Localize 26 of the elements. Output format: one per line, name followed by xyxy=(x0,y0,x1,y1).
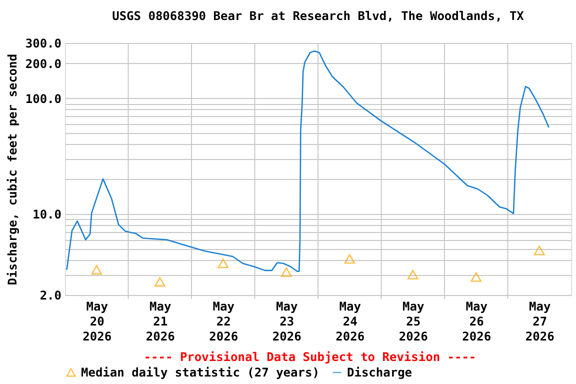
point xyxy=(534,246,545,256)
legend-label: Discharge xyxy=(347,366,412,380)
x-tick-label: May 20 2026 xyxy=(82,300,112,344)
point xyxy=(218,258,229,268)
x-tick-label: May 27 2026 xyxy=(525,300,554,344)
point xyxy=(91,265,102,275)
x-tick-label: May 24 2026 xyxy=(336,300,365,344)
point xyxy=(280,267,292,277)
point xyxy=(470,272,482,282)
legend-label: Median daily statistic (27 years) xyxy=(81,365,320,380)
chart-title: USGS 08068390 Bear Br at Research Blvd, The Woodlands, TX xyxy=(112,9,525,23)
y-axis-title: Discharge, cubic feet per second xyxy=(5,54,20,286)
y-tick-label: 10.0 xyxy=(32,208,62,222)
point xyxy=(344,254,356,264)
point xyxy=(154,277,166,287)
x-tick-label: May 21 2026 xyxy=(146,300,175,344)
y-tick-label: 2.0 xyxy=(40,288,62,302)
x-tick-label: May 26 2026 xyxy=(462,300,492,344)
y-tick-label: 100.0 xyxy=(25,92,62,106)
x-tick-label: May 23 2026 xyxy=(272,300,302,344)
x-tick-label: May 22 2026 xyxy=(209,300,238,344)
y-tick-label: 300.0 xyxy=(25,36,62,50)
text: ---- Provisional Data Subject to Revision ---- xyxy=(144,350,476,364)
point xyxy=(407,270,418,280)
x-tick-label: May 25 2026 xyxy=(398,300,428,344)
y-tick-label: 200.0 xyxy=(25,56,62,71)
